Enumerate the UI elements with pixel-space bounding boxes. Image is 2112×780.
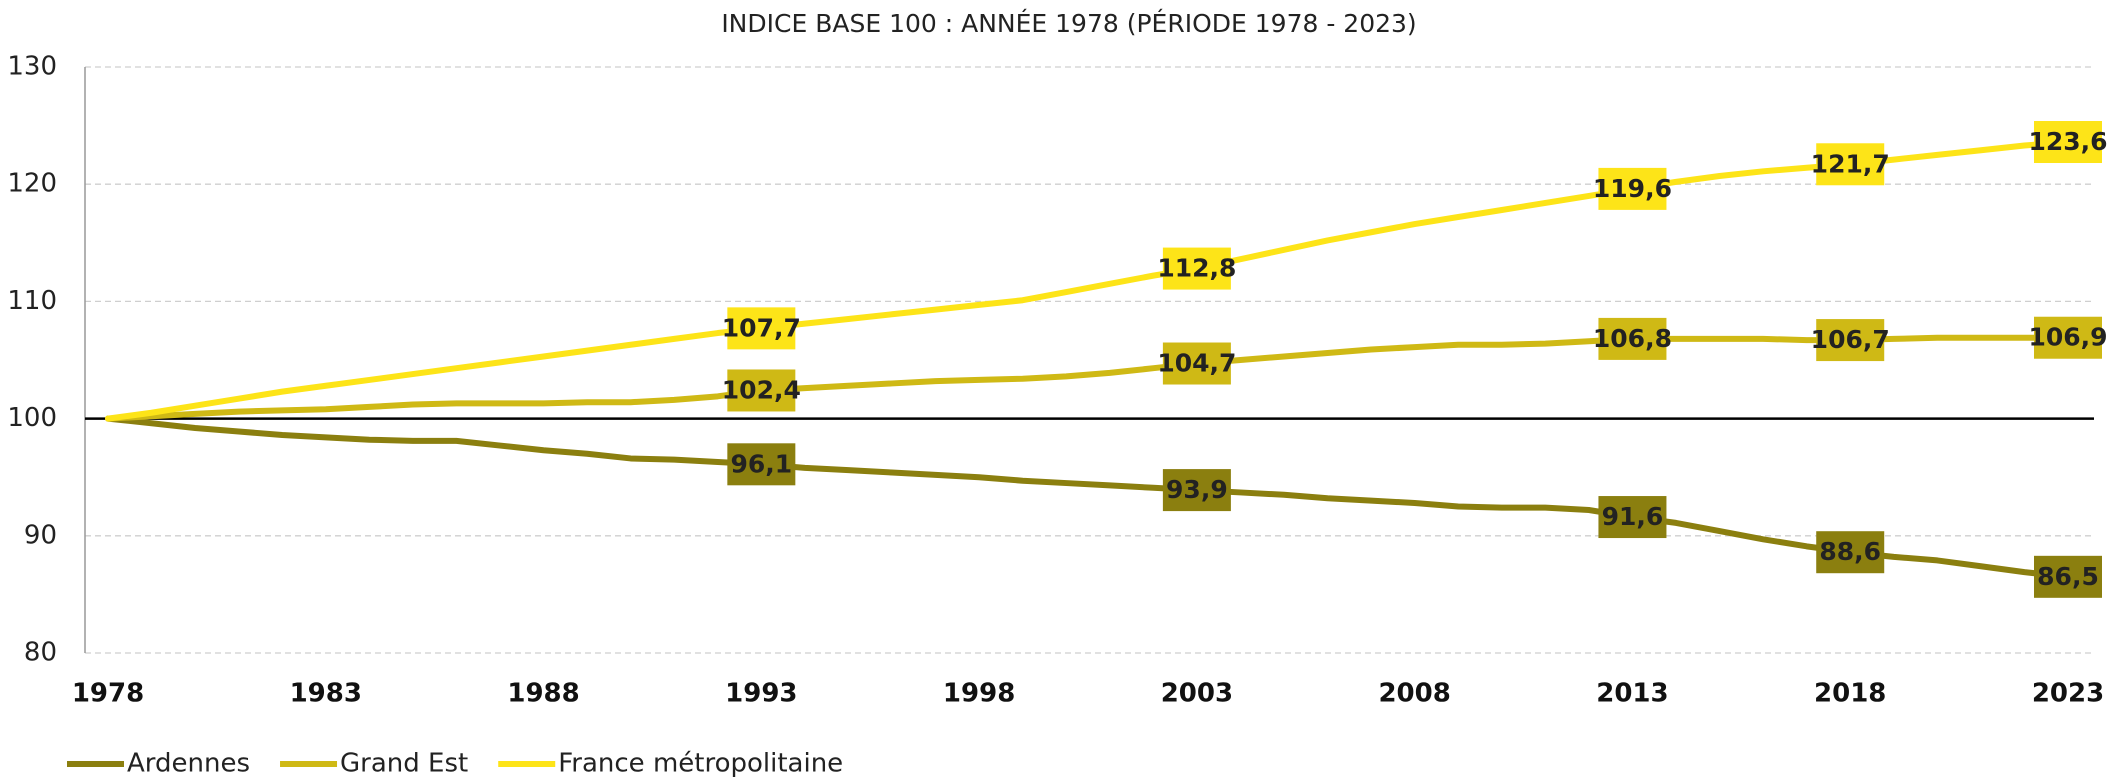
data-label: 106,8 — [1593, 317, 1672, 360]
data-label-box — [727, 369, 796, 412]
data-label-text: 121,7 — [1811, 149, 1890, 178]
y-tick-label: 110 — [7, 286, 57, 316]
x-tick-label: 2023 — [2032, 679, 2104, 709]
data-label-box — [1162, 247, 1231, 290]
x-tick-label: 1988 — [507, 679, 579, 709]
data-label-text: 104,7 — [1157, 349, 1236, 378]
data-label: 102,4 — [722, 369, 801, 412]
data-label-text: 106,9 — [2028, 323, 2107, 352]
series-line — [105, 415, 2071, 580]
x-tick-label: 2003 — [1161, 679, 1233, 709]
data-label-box — [727, 443, 796, 486]
data-label-box — [1816, 143, 1885, 186]
data-label: 112,8 — [1157, 247, 1236, 290]
data-label-text: 91,6 — [1602, 502, 1664, 531]
data-label: 96,1 — [727, 443, 796, 486]
data-label-box — [1816, 319, 1885, 362]
x-tick-label: 1978 — [72, 679, 144, 709]
y-tick-label: 130 — [7, 52, 57, 82]
data-label-box — [2034, 121, 2102, 164]
data-label: 91,6 — [1598, 496, 1667, 539]
data-label: 104,7 — [1157, 342, 1236, 385]
series-line — [105, 139, 2071, 422]
data-label-box — [2034, 555, 2102, 598]
y-tick-label: 90 — [24, 520, 57, 550]
data-label-text: 107,7 — [722, 313, 801, 342]
data-label: 106,7 — [1811, 319, 1890, 362]
data-label: 121,7 — [1811, 143, 1890, 186]
y-tick-label: 80 — [24, 638, 57, 668]
data-label: 123,6 — [2028, 121, 2108, 164]
data-label-text: 86,5 — [2037, 562, 2099, 591]
legend-label: France métropolitaine — [558, 749, 843, 779]
x-tick-label: 2018 — [1814, 679, 1886, 709]
data-label-box — [1598, 317, 1667, 360]
x-tick-label: 1993 — [725, 679, 797, 709]
legend-label: Grand Est — [340, 749, 468, 779]
series-line — [105, 334, 2071, 422]
data-label-text: 106,8 — [1593, 324, 1672, 353]
x-tick-label: 2008 — [1378, 679, 1450, 709]
y-tick-label: 100 — [7, 403, 57, 433]
data-label-box — [2034, 316, 2102, 359]
data-label: 88,6 — [1816, 531, 1885, 574]
data-label-text: 93,9 — [1166, 475, 1228, 504]
data-label-text: 123,6 — [2028, 127, 2107, 156]
data-label: 106,9 — [2028, 316, 2108, 359]
data-label-text: 106,7 — [1811, 325, 1890, 354]
data-label: 119,6 — [1593, 167, 1672, 210]
data-label-text: 88,6 — [1819, 537, 1881, 566]
legend-label: Ardennes — [127, 749, 250, 779]
y-tick-label: 120 — [7, 169, 57, 199]
data-label: 107,7 — [722, 307, 801, 350]
data-label-text: 112,8 — [1157, 254, 1236, 283]
x-tick-label: 2013 — [1596, 679, 1668, 709]
data-label-text: 96,1 — [730, 449, 792, 478]
x-tick-label: 1983 — [290, 679, 362, 709]
data-label-box — [727, 307, 796, 350]
x-tick-label: 1998 — [943, 679, 1015, 709]
data-label-box — [1162, 469, 1231, 512]
data-label-text: 119,6 — [1593, 174, 1672, 203]
data-label: 86,5 — [2034, 555, 2102, 598]
data-label-box — [1816, 531, 1885, 574]
data-label-box — [1598, 167, 1667, 210]
data-label: 93,9 — [1162, 469, 1231, 512]
data-label-text: 102,4 — [722, 375, 801, 404]
chart-title: INDICE BASE 100 : ANNÉE 1978 (PÉRIODE 19… — [721, 9, 1416, 38]
data-label-box — [1162, 342, 1231, 385]
data-label-box — [1598, 496, 1667, 539]
